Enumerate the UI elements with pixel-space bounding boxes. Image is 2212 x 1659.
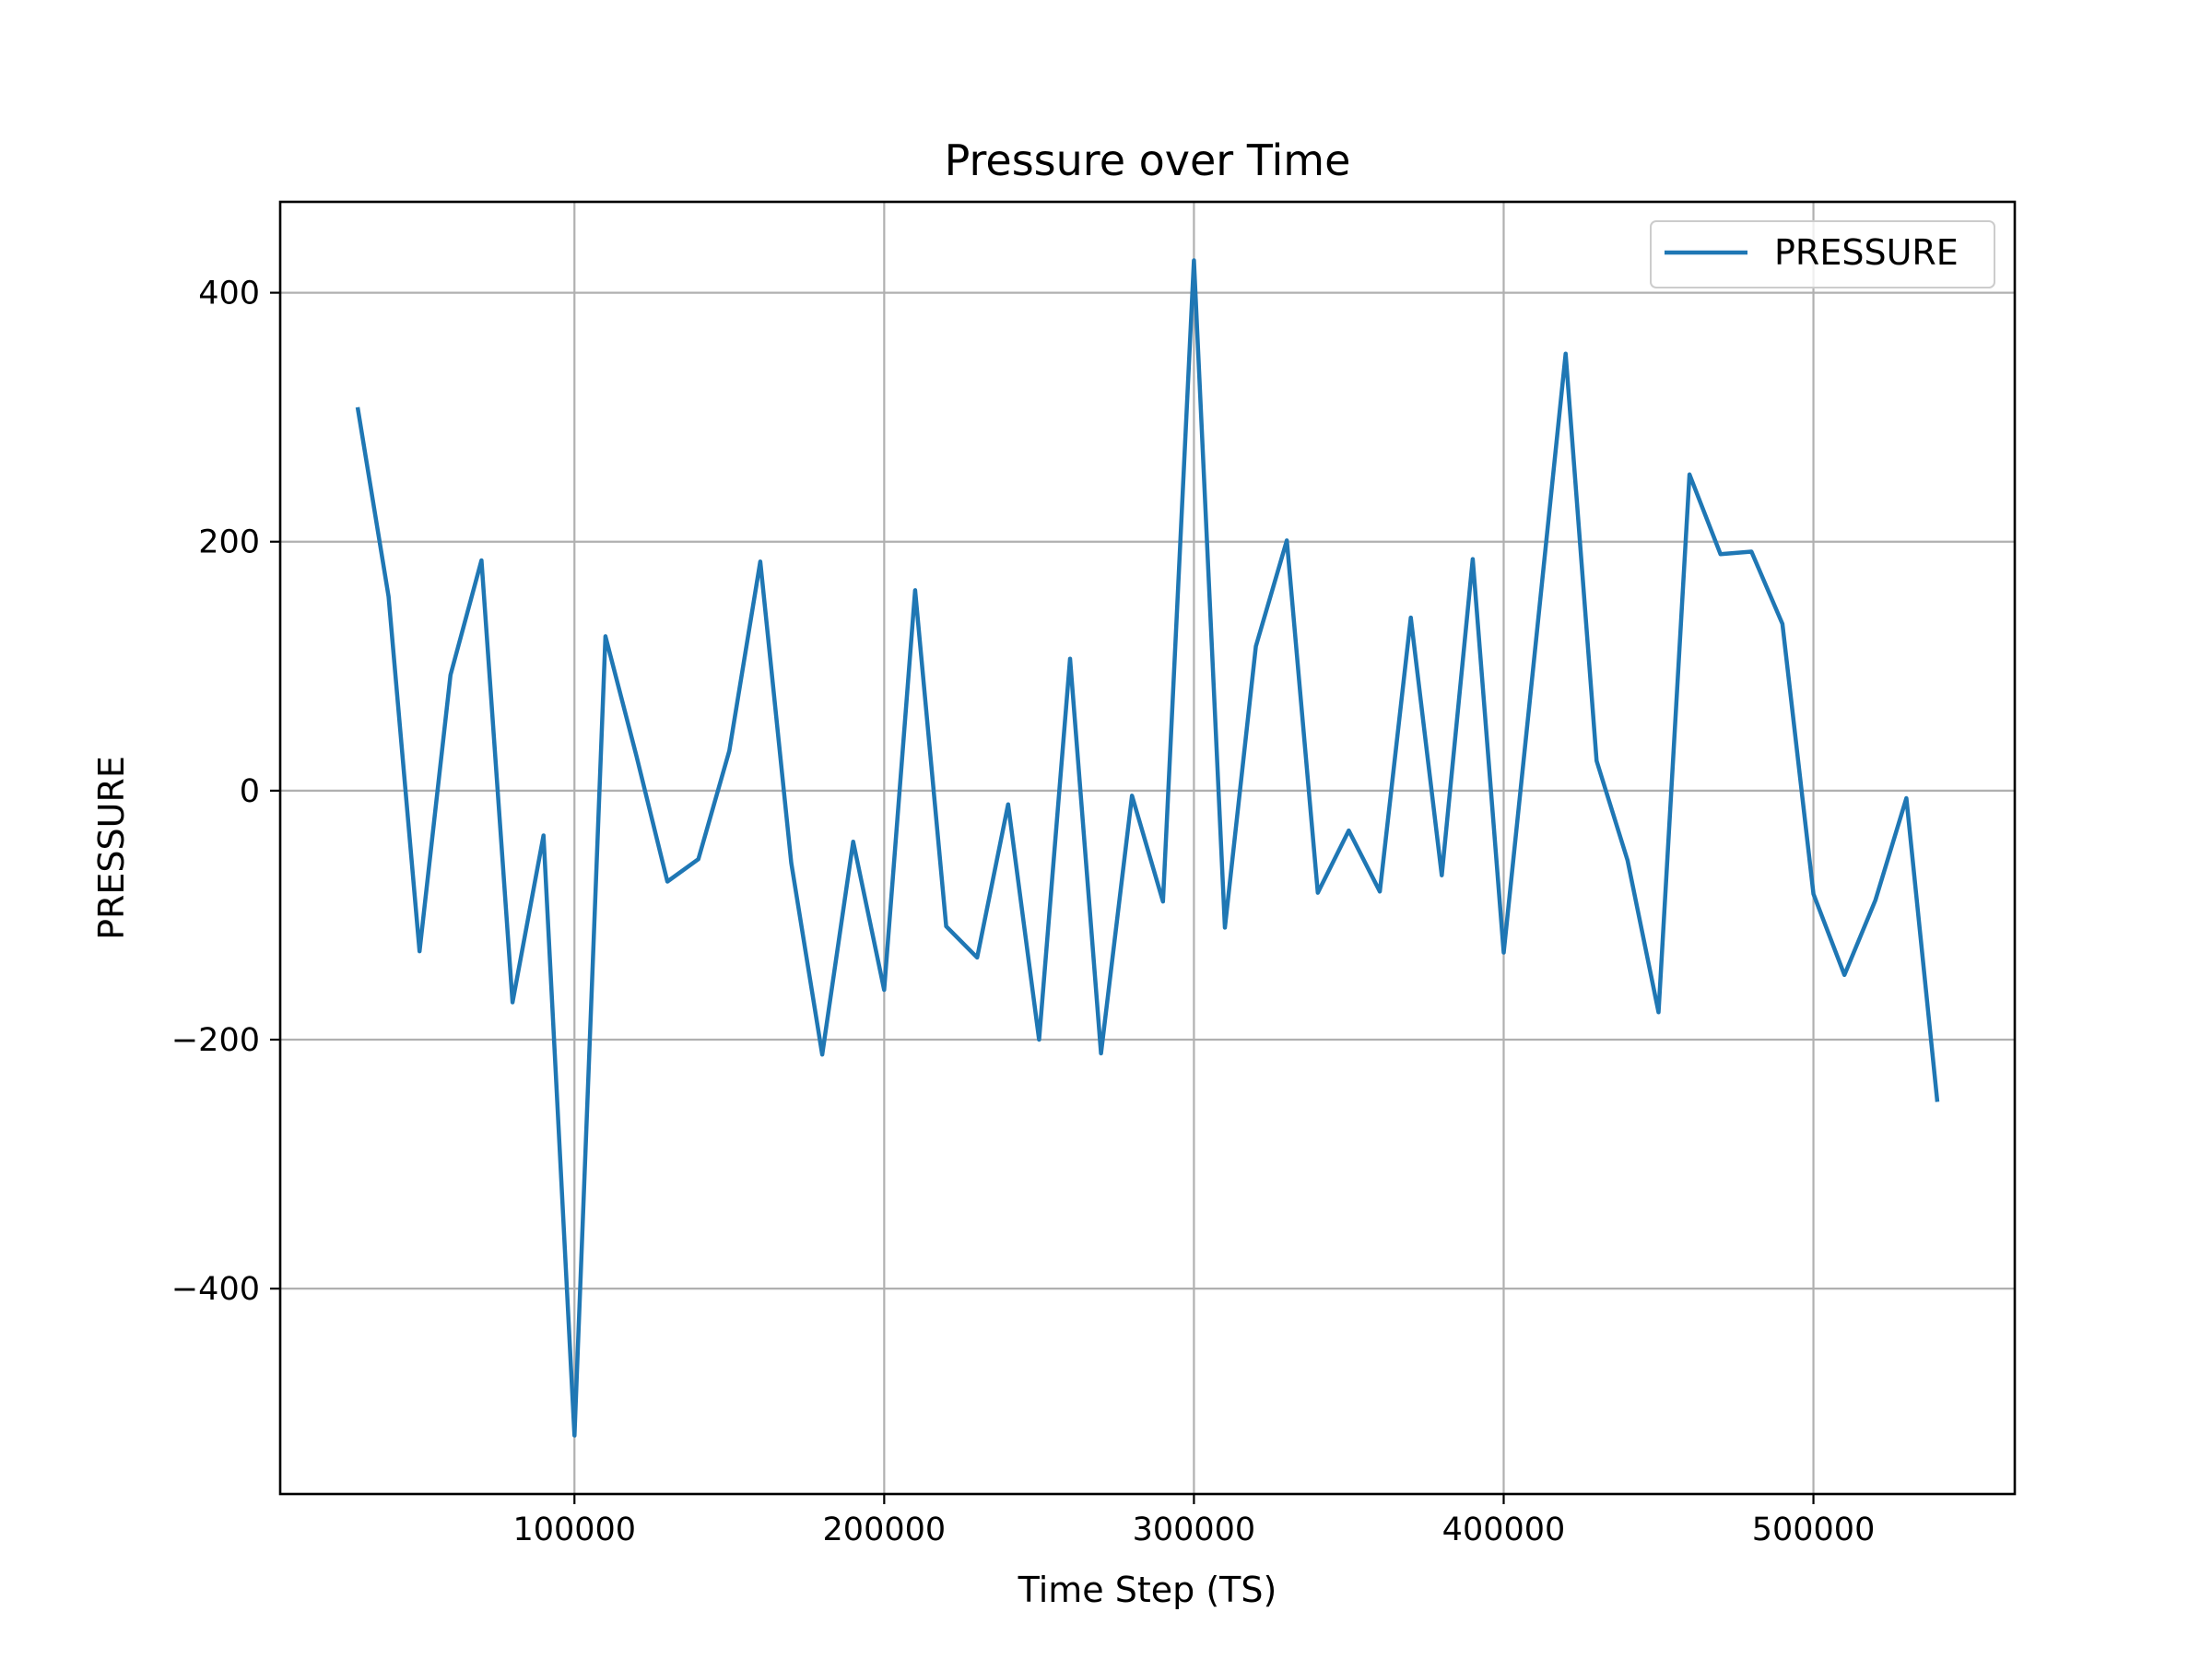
legend-label: PRESSURE bbox=[1774, 232, 1959, 273]
y-tick-label: −400 bbox=[171, 1271, 260, 1308]
y-tick-label: 0 bbox=[240, 773, 260, 810]
x-tick-label: 200000 bbox=[823, 1512, 947, 1548]
series-layer bbox=[355, 258, 1940, 1438]
legend: PRESSURE bbox=[1650, 220, 1995, 288]
y-axis-title: PRESSURE bbox=[91, 756, 132, 940]
x-tick-label: 100000 bbox=[512, 1512, 636, 1548]
y-tick-label: 200 bbox=[198, 524, 260, 561]
legend-box bbox=[1650, 220, 1995, 288]
y-tick-label: −200 bbox=[171, 1022, 260, 1059]
y-tick-label: 400 bbox=[198, 276, 260, 312]
x-axis-title: Time Step (TS) bbox=[1018, 1570, 1277, 1610]
series-line-pressure bbox=[355, 258, 1940, 1438]
x-tick-label: 400000 bbox=[1442, 1512, 1566, 1548]
x-tick-label: 500000 bbox=[1752, 1512, 1876, 1548]
plot-area-frame bbox=[278, 200, 2017, 1496]
axis-ticks: 100000 200000 300000 400000 500000 −400 −200 0 2… bbox=[171, 276, 1875, 1548]
x-tick-label: 300000 bbox=[1133, 1512, 1256, 1548]
chart-title: Pressure over Time bbox=[945, 135, 1351, 185]
grid-lines bbox=[280, 202, 2015, 1494]
